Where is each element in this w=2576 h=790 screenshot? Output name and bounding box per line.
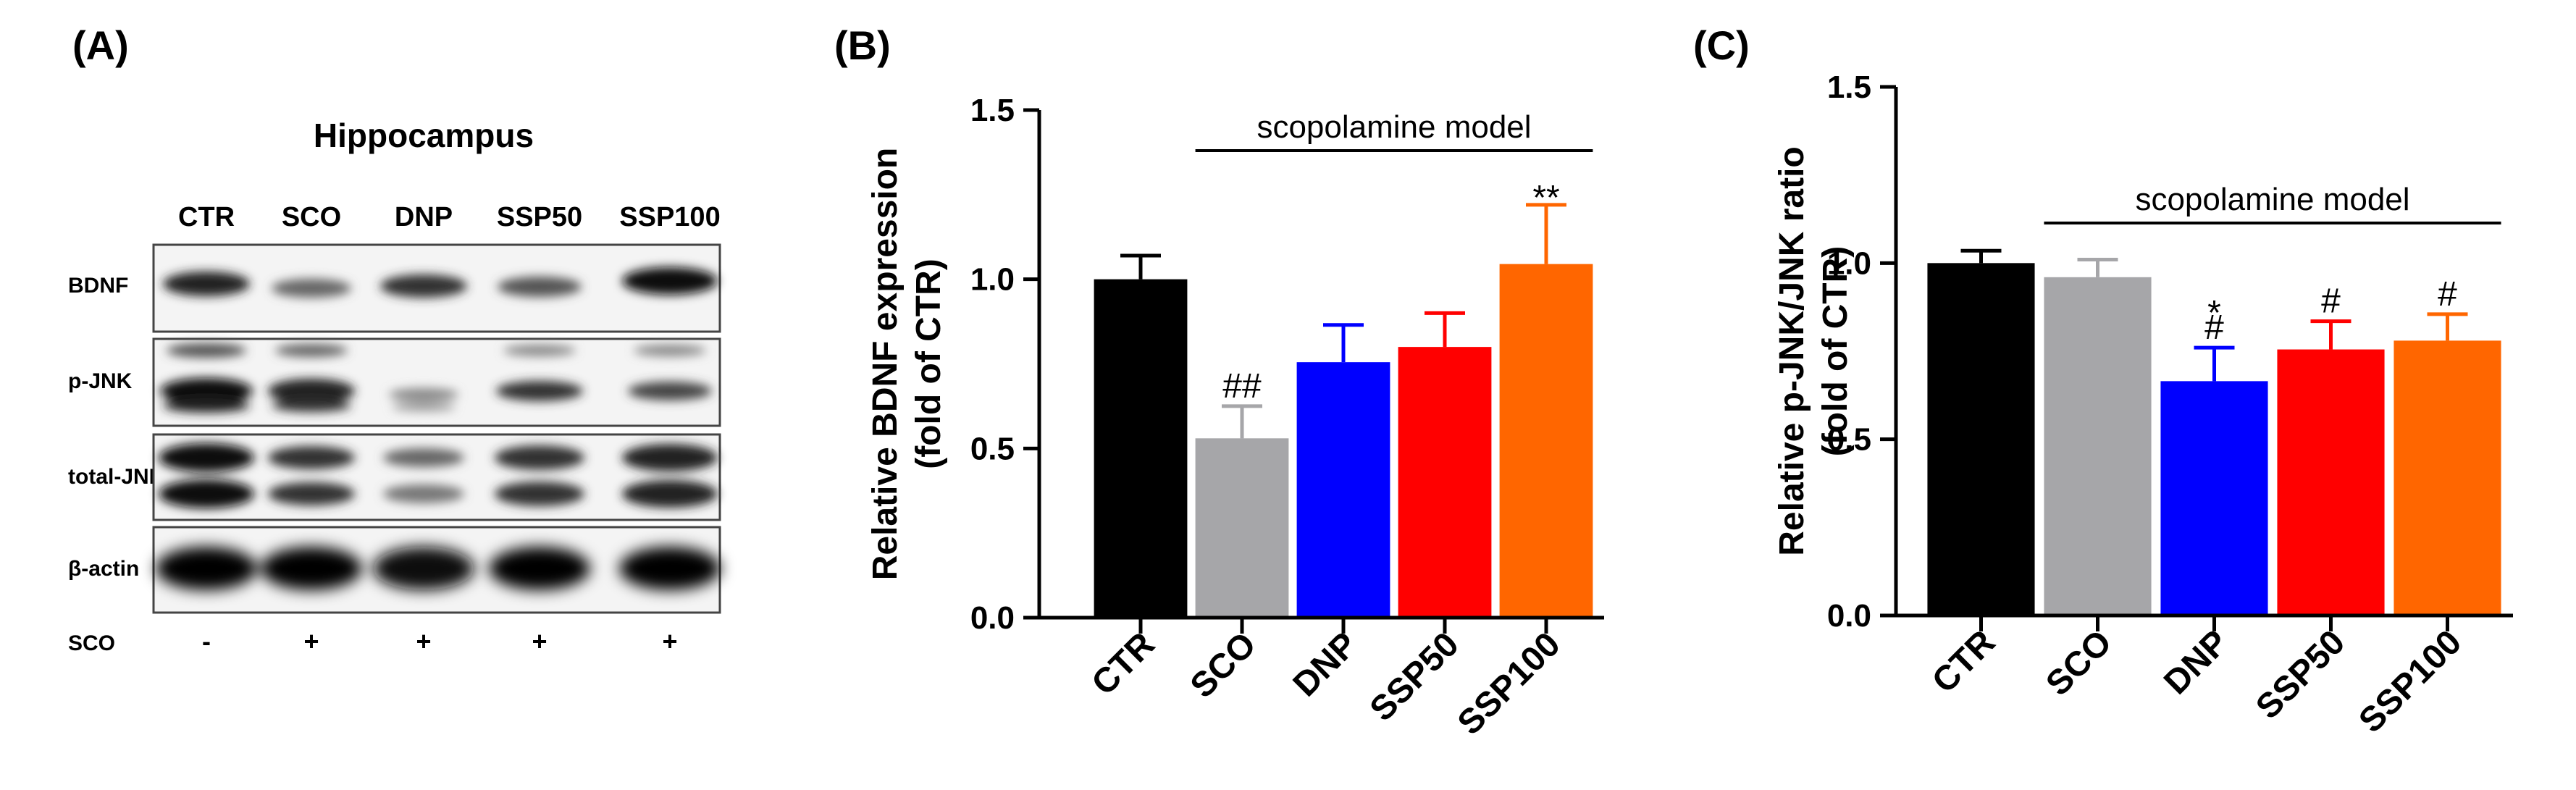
panel-c-label: (C) [1693, 22, 1750, 68]
bar-ssp100 [2394, 340, 2501, 615]
bar-ctr [1927, 263, 2035, 615]
lane-label: SCO [282, 202, 341, 232]
blot-title: Hippocampus [314, 117, 534, 154]
y-tick-label: 0.5 [1827, 422, 1871, 458]
significance-mark: # [2204, 308, 2224, 347]
x-tick-label: SSP100 [1451, 625, 1568, 742]
row-label: total-JNK [68, 465, 165, 489]
total-jnk-bands [159, 443, 718, 508]
lane-label: SSP50 [497, 202, 582, 232]
y-tick-label: 1.0 [1827, 245, 1871, 281]
p-jnk-blot [152, 337, 721, 427]
y-tick-label: 0.0 [1827, 598, 1871, 634]
significance-mark: * [2207, 294, 2221, 332]
bar-dnp [2160, 381, 2268, 615]
y-axis-label: Relative p-JNK/JNK ratio [1773, 146, 1811, 555]
lane-label: CTR [178, 202, 235, 232]
bracket-label: scopolamine model [2135, 182, 2409, 217]
bar-ctr [1094, 279, 1188, 618]
x-tick-label: DNP [2157, 623, 2236, 702]
bar-ssp50 [1398, 347, 1492, 618]
sco-sign: + [303, 626, 319, 656]
total-jnk-blot [152, 433, 721, 521]
significance-mark: ## [1222, 367, 1262, 405]
y-tick-label: 0.0 [970, 600, 1015, 636]
x-tick-label: SCO [2039, 623, 2119, 703]
x-tick-label: CTR [1085, 625, 1162, 702]
x-tick-label: SSP50 [1363, 625, 1467, 728]
bar-ssp100 [1499, 264, 1593, 618]
lane-labels: CTR SCO DNP SSP50 SSP100 [178, 202, 721, 232]
lane-label: SSP100 [619, 202, 720, 232]
x-tick-label: SSP50 [2249, 623, 2352, 726]
beta-actin-bands [156, 547, 721, 590]
sco-sign: + [416, 626, 431, 656]
x-tick-label: SSP100 [2351, 623, 2469, 740]
panel-a-label: (A) [72, 22, 129, 68]
y-tick-label: 0.5 [970, 431, 1015, 466]
y-axis-label: (fold of CTR) [1816, 246, 1855, 457]
panel-b: (B) 0.0 0.5 1.0 1.5 Relative BDNF expression… [834, 22, 1604, 742]
y-axis-label: (fold of CTR) [910, 259, 948, 469]
y-tick-label: 1.5 [1827, 70, 1871, 105]
row-label: BDNF [68, 274, 128, 298]
bar-sco [1195, 438, 1289, 618]
panel-a: (A) Hippocampus CTR SCO DNP SSP50 SSP100 BDN… [68, 22, 721, 656]
significance-mark: ** [1532, 179, 1559, 217]
y-axis-label: Relative BDNF expression [866, 148, 905, 581]
panel-c: (C) 0.0 0.5 1.0 1.5 Relative p-JNK/JNK ratio… [1693, 22, 2513, 740]
sco-sign: + [532, 626, 547, 656]
sco-signs: - + + + + [202, 626, 678, 656]
sco-sign: + [662, 626, 677, 656]
bdnf-bands [163, 267, 718, 298]
p-jnk-bands [160, 343, 712, 413]
bar-ssp50 [2277, 349, 2385, 615]
x-tick-label: SCO [1183, 625, 1264, 705]
sco-row-label: SCO [68, 631, 115, 655]
row-label: β-actin [68, 557, 139, 581]
lane-label: DNP [395, 202, 453, 232]
x-tick-label: DNP [1286, 625, 1365, 704]
y-tick-label: 1.5 [970, 93, 1015, 128]
row-label: p-JNK [68, 369, 133, 393]
bracket-label: scopolamine model [1256, 109, 1531, 145]
row-labels: BDNF p-JNK total-JNK β-actin [68, 274, 165, 581]
blot-images [152, 243, 721, 614]
significance-mark: # [2438, 275, 2457, 314]
panel-b-label: (B) [834, 22, 891, 68]
x-tick-label: CTR [1925, 623, 2002, 700]
significance-mark: # [2321, 282, 2341, 321]
sco-sign: - [202, 626, 211, 656]
y-tick-label: 1.0 [970, 262, 1015, 298]
bar-dnp [1296, 362, 1390, 618]
bar-sco [2044, 277, 2152, 615]
